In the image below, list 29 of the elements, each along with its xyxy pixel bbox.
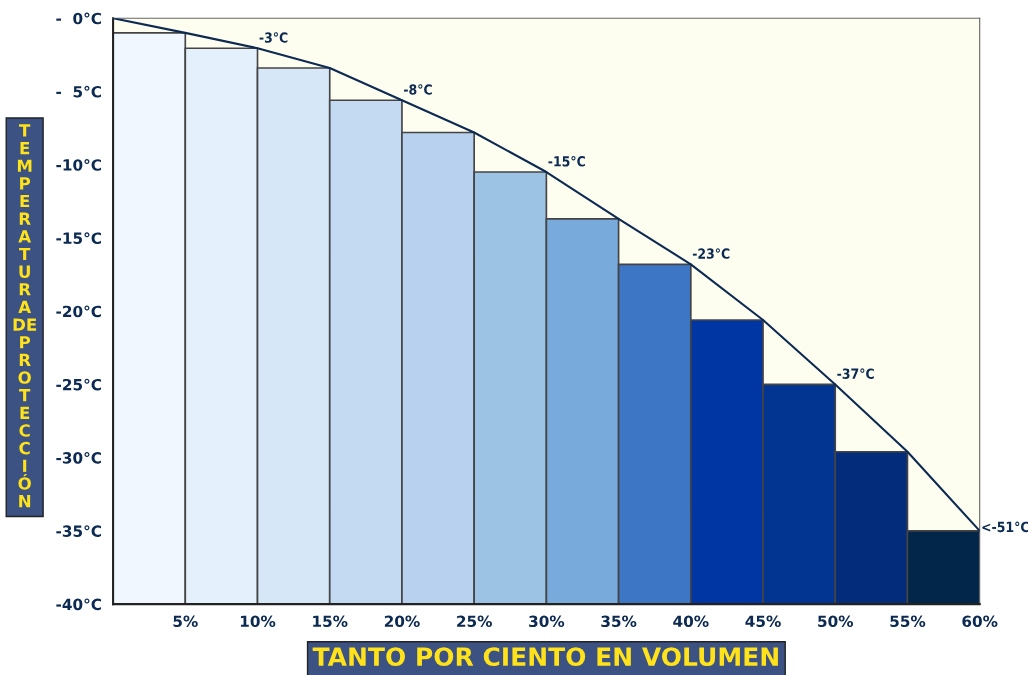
x-tick-label: 20% xyxy=(384,615,420,628)
annotation: -23°C xyxy=(692,248,730,259)
x-tick-label: 10% xyxy=(240,615,276,628)
y-tick-label: -20°C xyxy=(56,305,101,318)
x-tick-label: 15% xyxy=(313,615,348,628)
x-tick-label: 25% xyxy=(457,615,492,628)
x-tick-label: 40% xyxy=(673,615,709,628)
annotation: -8°C xyxy=(404,84,432,95)
y-tick-label: -30°C xyxy=(56,452,101,464)
annotation: -3°C xyxy=(259,32,288,43)
x-tick-label: 5% xyxy=(173,615,198,628)
y-tick-label: -40°C xyxy=(56,598,101,611)
x-tick-label: 50% xyxy=(818,615,854,628)
x-tick-label: 45% xyxy=(745,615,781,628)
x-tick-label: 35% xyxy=(601,615,637,628)
annotation: -15°C xyxy=(548,155,585,167)
y-tick-label: -25°C xyxy=(56,378,101,391)
x-tick-label: 60% xyxy=(962,615,998,628)
text: TEMPERATURA DE PROTECCIÓN xyxy=(13,124,37,508)
annotation: -37°C xyxy=(837,368,874,379)
x-tick-label: 30% xyxy=(529,615,565,628)
y-tick-label: -35°C xyxy=(56,525,101,537)
annotation: <-51°C xyxy=(982,521,1028,533)
x-tick-label: 55% xyxy=(890,615,926,628)
y-tick-label: - 0°C xyxy=(56,12,101,25)
x-axis-title: TANTO POR CIENTO EN VOLUMEN xyxy=(312,647,778,667)
y-tick-label: -10°C xyxy=(56,159,101,171)
y-tick-label: - 5°C xyxy=(56,85,101,98)
y-tick-label: -15°C xyxy=(56,232,101,244)
